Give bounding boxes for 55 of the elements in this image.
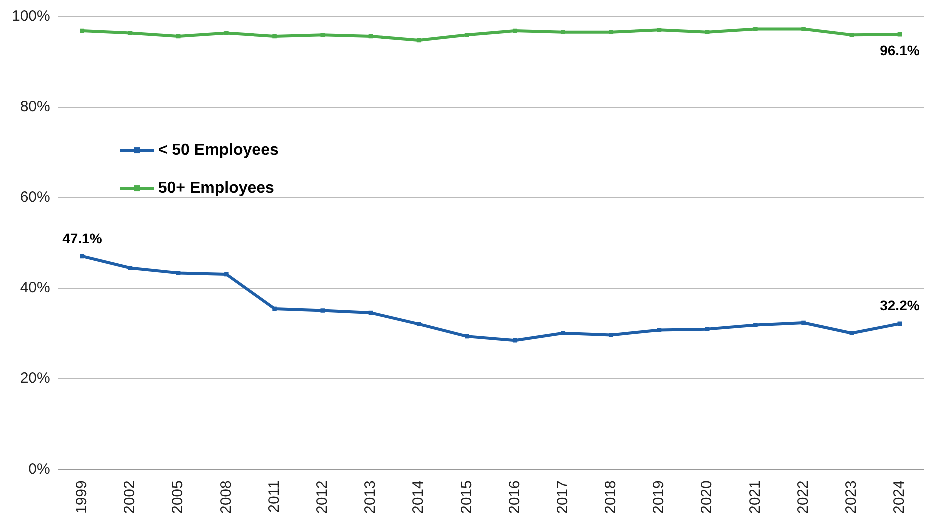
x-tick-label: 2013 bbox=[362, 480, 380, 514]
point bbox=[850, 331, 854, 336]
point bbox=[176, 271, 181, 276]
x-tick-label: 1999 bbox=[74, 480, 91, 514]
x-tick-label: 2020 bbox=[698, 480, 716, 514]
x-tick-label: 2011 bbox=[266, 480, 283, 513]
point bbox=[657, 328, 662, 332]
annotation: 47.1% bbox=[62, 230, 103, 246]
point bbox=[754, 27, 758, 32]
y-tick-label: 100% bbox=[12, 8, 50, 26]
point bbox=[272, 34, 277, 39]
point bbox=[898, 32, 902, 37]
point bbox=[320, 32, 325, 38]
point bbox=[128, 266, 133, 270]
x-tick-label: 2005 bbox=[170, 480, 187, 514]
point bbox=[320, 308, 325, 313]
point bbox=[513, 28, 518, 34]
point bbox=[513, 338, 518, 343]
point bbox=[465, 32, 470, 38]
x-tick-label: 2024 bbox=[891, 480, 908, 514]
x-tick-label: 2019 bbox=[650, 480, 668, 514]
point bbox=[754, 323, 758, 328]
point bbox=[850, 32, 854, 38]
y-tick-label: 0% bbox=[28, 460, 50, 478]
point bbox=[802, 320, 806, 326]
y-tick-label: 60% bbox=[20, 189, 50, 206]
annotation: 96.1% bbox=[880, 42, 920, 59]
point bbox=[465, 334, 470, 339]
point bbox=[224, 31, 229, 36]
point bbox=[609, 333, 614, 338]
x-tick-label: 2017 bbox=[554, 480, 572, 514]
legend-label: < 50 Employees bbox=[158, 142, 279, 159]
point bbox=[128, 31, 133, 36]
y-tick-label: 40% bbox=[20, 280, 50, 297]
point bbox=[272, 306, 277, 312]
point bbox=[561, 331, 566, 336]
x-tick-label: 2012 bbox=[314, 480, 332, 514]
point bbox=[561, 30, 566, 35]
point bbox=[224, 272, 229, 277]
x-tick-label: 2022 bbox=[794, 480, 812, 514]
point bbox=[802, 27, 806, 32]
y-tick-label: 80% bbox=[20, 98, 50, 116]
point bbox=[416, 322, 422, 326]
legend-label: 50+ Employees bbox=[158, 180, 275, 197]
annotation: 32.2% bbox=[880, 298, 920, 314]
y-tick-label: 20% bbox=[20, 370, 50, 388]
x-tick-label: 2018 bbox=[602, 480, 620, 514]
x-tick-label: 2008 bbox=[218, 480, 235, 514]
x-tick-label: 2002 bbox=[122, 480, 139, 514]
x-tick-label: 2016 bbox=[506, 480, 524, 514]
x-tick-label: 2015 bbox=[458, 480, 476, 514]
x-tick-label: 2021 bbox=[746, 480, 764, 514]
x-tick-label: 2023 bbox=[843, 480, 860, 514]
x-tick-label: 2014 bbox=[410, 480, 428, 514]
point bbox=[705, 327, 710, 332]
